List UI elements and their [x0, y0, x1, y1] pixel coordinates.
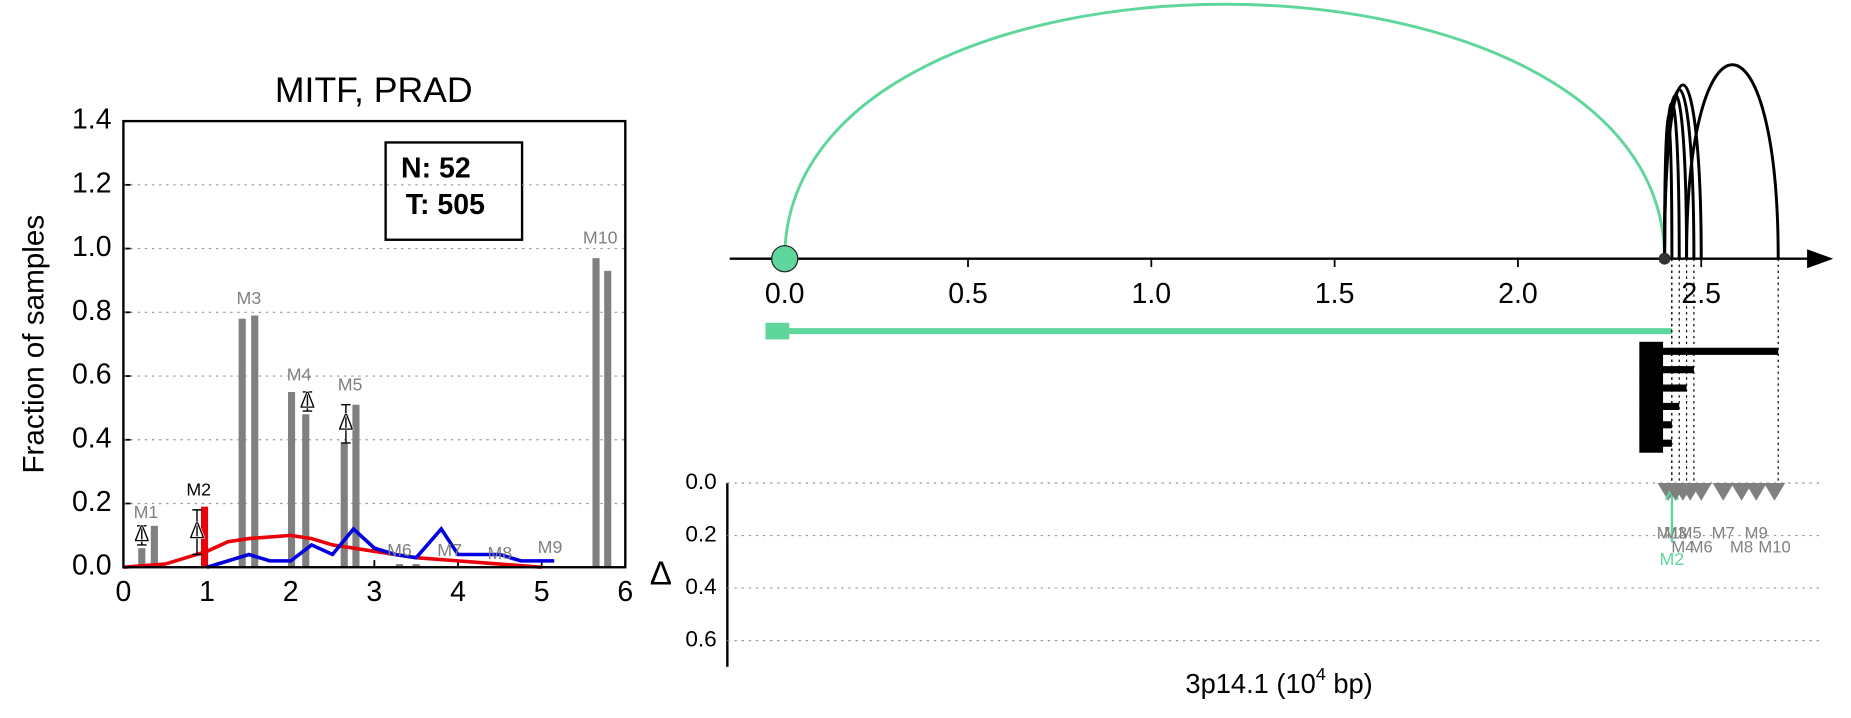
- segment-start: [1639, 378, 1664, 398]
- motif-label: M3: [237, 288, 262, 308]
- motif-marker: [1730, 482, 1753, 501]
- bar: [395, 564, 404, 568]
- error-bar: [302, 391, 313, 412]
- x-tick-label: 3: [366, 576, 382, 608]
- y-tick-label: 1.2: [72, 167, 112, 199]
- motif-label: M6: [387, 540, 412, 560]
- motif-label: M5: [338, 374, 363, 394]
- motif-label: M10: [1758, 538, 1790, 557]
- motif-label: M4: [1671, 538, 1694, 557]
- delta-tick-label: 0.4: [685, 574, 716, 599]
- y-tick-label: 0.0: [72, 550, 112, 582]
- delta-marker: Δ: [189, 518, 205, 544]
- motif-label: M7: [437, 540, 462, 560]
- delta-tick-label: 0.0: [685, 469, 716, 494]
- x-tick-label: 1.5: [1315, 278, 1355, 310]
- bar: [604, 270, 612, 568]
- y-tick-label: 0.8: [72, 295, 112, 327]
- delta-axis-label: Δ: [650, 555, 672, 592]
- segment-start: [765, 322, 790, 340]
- motif-label: M1: [1657, 523, 1680, 542]
- motif-label: M1: [134, 502, 159, 522]
- x-tick-label: 1: [199, 576, 215, 608]
- bar: [302, 414, 310, 568]
- motif-label: M9: [538, 537, 563, 557]
- bar: [352, 404, 360, 568]
- motif-label: M2: [1660, 549, 1685, 569]
- error-bar: [137, 525, 147, 546]
- bar: [238, 318, 246, 568]
- x-axis-label-part: 3p14.1 (10: [1185, 668, 1315, 699]
- x-tick-label: 6: [617, 576, 633, 608]
- plot-frame: [122, 119, 627, 569]
- info-box: [384, 141, 524, 241]
- axis-arrow: [1807, 249, 1834, 269]
- y-tick-label: 1.4: [72, 104, 112, 136]
- bar: [412, 564, 420, 568]
- arc: [1685, 63, 1780, 259]
- bar: [340, 442, 348, 568]
- arc-start: [771, 245, 799, 273]
- arc: [1663, 83, 1703, 259]
- segment-start: [1639, 415, 1664, 435]
- chart-title: MITF, PRAD: [275, 70, 473, 110]
- y-tick-label: 0.4: [72, 422, 112, 454]
- motif-label: M8: [487, 543, 512, 563]
- motif-label: M8: [1730, 538, 1753, 557]
- motif-label: M10: [583, 228, 618, 248]
- arc: [783, 2, 1667, 259]
- bar: [287, 391, 296, 568]
- x-tick-label: 0.0: [765, 278, 805, 310]
- bar: [251, 315, 259, 568]
- x-tick-label: 2: [283, 576, 299, 608]
- motif-marker: [1745, 482, 1767, 501]
- highlight-bar: [200, 506, 209, 568]
- x-axis-label: 3p14.1 (104 bp): [1185, 664, 1372, 699]
- x-tick-label: 0: [115, 576, 131, 608]
- x-tick-label: 2.5: [1681, 278, 1721, 310]
- x-axis-label-sup: 4: [1316, 664, 1326, 684]
- motif-marker: [1690, 482, 1712, 501]
- motif-label: M3: [1664, 523, 1687, 542]
- line: [123, 533, 542, 570]
- delta-tick-label: 0.2: [685, 521, 716, 546]
- x-tick-label: 4: [450, 576, 466, 608]
- y-tick-label: 0.2: [72, 486, 112, 518]
- x-tick-label: 1.0: [1132, 278, 1172, 310]
- segment-start: [1639, 433, 1664, 453]
- segment-start: [1639, 360, 1664, 380]
- motif-label: M5: [1679, 523, 1702, 542]
- delta-marker: Δ: [338, 410, 354, 436]
- x-tick-label: 0.5: [948, 278, 988, 310]
- x-axis-label-part: bp): [1326, 668, 1373, 699]
- segment-start: [1639, 341, 1664, 361]
- delta-marker: Δ: [134, 522, 150, 548]
- y-tick-label: 1.0: [72, 231, 112, 263]
- bar: [150, 525, 158, 568]
- info-text: N: 52: [401, 152, 471, 184]
- x-tick-label: 5: [534, 576, 550, 608]
- delta-tick-label: 0.6: [685, 627, 716, 652]
- bar: [138, 548, 146, 568]
- arc-end: [1658, 252, 1671, 265]
- line: [206, 526, 555, 569]
- motif-marker: [1712, 482, 1734, 501]
- motif-label: M4: [287, 365, 312, 385]
- motif-label: M6: [1690, 538, 1713, 557]
- segment-start: [1639, 396, 1664, 416]
- motif-label: M2: [186, 479, 211, 499]
- motif-label: M9: [1745, 523, 1768, 542]
- motif-marker: [1763, 482, 1786, 501]
- error-bar: [192, 509, 202, 556]
- y-axis-label: Fraction of samples: [17, 215, 50, 474]
- y-tick-label: 0.6: [72, 359, 112, 391]
- error-bar: [341, 404, 351, 444]
- x-tick-label: 2.0: [1498, 278, 1538, 310]
- bar: [592, 258, 600, 568]
- info-text: T: 505: [406, 189, 485, 221]
- delta-marker: Δ: [300, 388, 316, 414]
- motif-label: M7: [1712, 523, 1735, 542]
